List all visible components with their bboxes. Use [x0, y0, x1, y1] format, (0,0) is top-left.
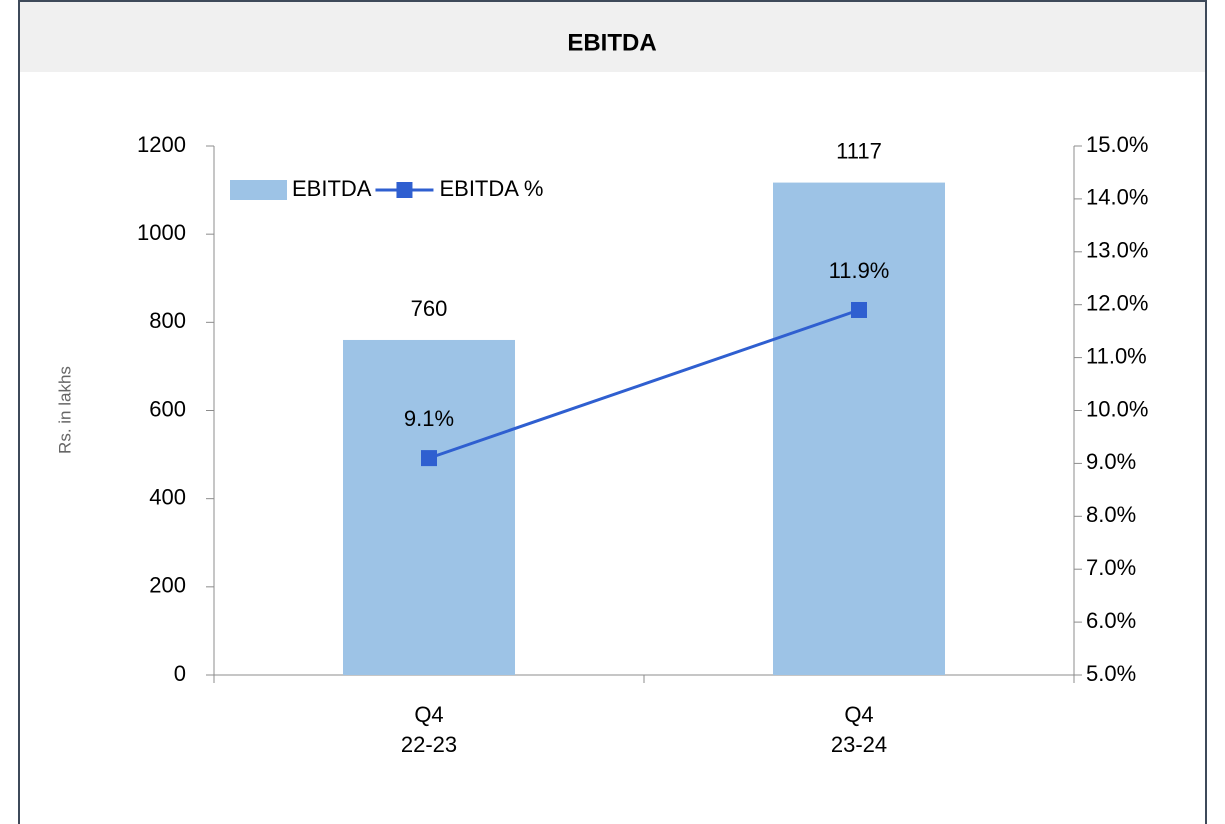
frame [18, 0, 1207, 824]
y-tick-label: 0 [174, 661, 186, 686]
y-tick-label: 800 [149, 308, 186, 333]
data-label: 1117 [836, 138, 882, 163]
y2-tick-label: 12.0% [1086, 291, 1148, 316]
y-axis-label: Rs. in lakhs [55, 366, 74, 454]
legend-label: EBITDA [292, 176, 372, 201]
bar [773, 182, 945, 675]
y2-tick-label: 6.0% [1086, 608, 1136, 633]
y-tick-label: 200 [149, 573, 186, 598]
x-tick-label: Q4 22-23 [400, 702, 458, 757]
legend-swatch [396, 182, 413, 198]
data-label: 9.1% [404, 406, 454, 431]
y-tick-label: 400 [149, 484, 186, 509]
y2-tick-label: 13.0% [1086, 238, 1148, 263]
line [428, 308, 860, 460]
y2-tick-label: 8.0% [1086, 502, 1136, 527]
data-label: 760 [411, 296, 448, 321]
y2-tick-label: 15.0% [1086, 132, 1148, 157]
y2-tick-label: 9.0% [1086, 449, 1136, 474]
marker [421, 450, 437, 467]
marker [851, 301, 867, 318]
bar [343, 339, 515, 675]
y2-tick-label: 11.0% [1086, 343, 1147, 368]
x-tick-label: Q4 23-24 [830, 702, 888, 757]
y-tick-label: 1200 [137, 132, 186, 157]
y2-tick-label: 14.0% [1086, 185, 1148, 210]
legend-label: EBITDA % [439, 176, 543, 201]
chart-title: EBITDA [567, 29, 656, 56]
y2-tick-label: 10.0% [1086, 396, 1148, 421]
y-tick-label: 600 [149, 396, 186, 421]
y2-tick-label: 5.0% [1086, 661, 1136, 686]
data-label: 11.9% [829, 258, 890, 283]
title-bar [20, 2, 1205, 72]
legend-swatch [230, 180, 287, 200]
y2-tick-label: 7.0% [1086, 555, 1136, 580]
y-tick-label: 1000 [137, 220, 186, 245]
